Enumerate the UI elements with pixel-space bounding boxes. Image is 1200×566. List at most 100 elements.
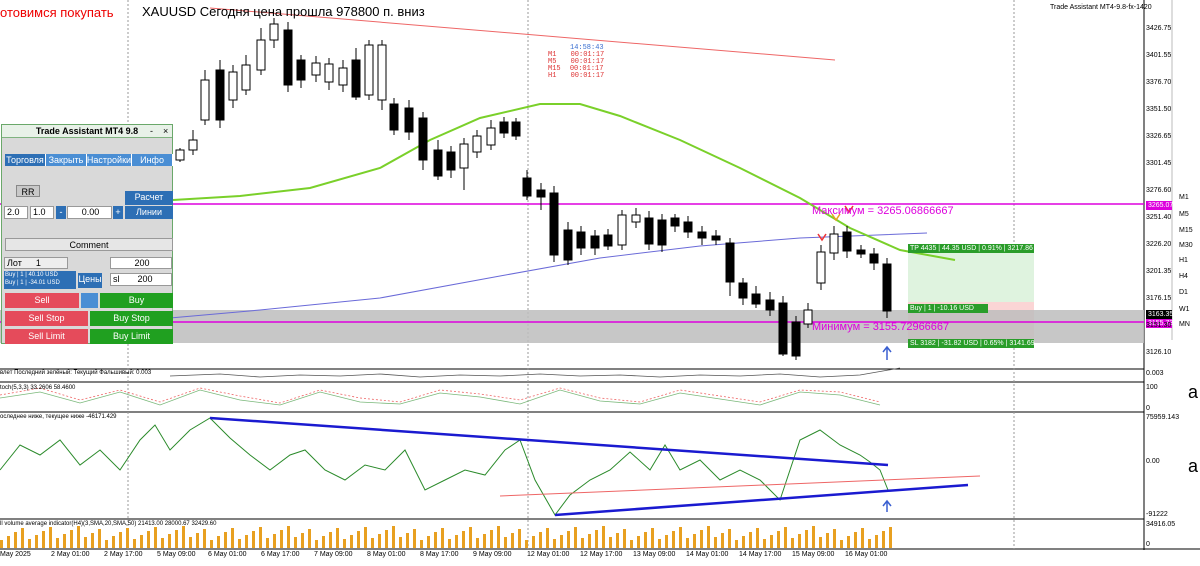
tab-trading[interactable]: Торговля [5,154,46,166]
timer-label: M5 [548,58,557,66]
volume-bar [742,536,745,548]
volume-bar [826,533,829,548]
tab-close[interactable]: Закрыть [45,154,87,166]
sell-button[interactable]: Sell [5,293,79,308]
price-tick: 3326.65 [1146,133,1172,140]
candle-body [389,103,399,131]
timer-label: M1 [548,51,557,59]
volume-bar [595,530,598,548]
candle-body [522,177,532,197]
sell-stop-button[interactable]: Sell Stop [5,311,88,326]
position-info-line: Buy | 1 | 40.10 USD [5,272,58,278]
prices-button[interactable]: Цены [78,273,102,288]
signal-text: отовимся покупать [0,5,114,20]
tab-settings[interactable]: Настройки [86,154,133,166]
lines-button[interactable]: Линии [125,206,173,219]
volume-bar [476,538,479,548]
timeframe-w1[interactable]: W1 [1179,306,1190,313]
lot-field[interactable]: Лот 1 [4,257,68,269]
comment-field[interactable]: Comment [5,238,173,251]
rr-button[interactable]: RR [16,185,40,197]
buy-button[interactable]: Buy [100,293,173,308]
volume-bar [259,527,262,548]
candle-body [657,219,667,246]
volume-bar [371,538,374,548]
tab-info[interactable]: Инфо [132,154,173,166]
stochastic-main-line [0,389,881,406]
timeframe-m1[interactable]: M1 [1179,194,1189,201]
lot-calc-button[interactable]: Расчет лота [125,191,173,215]
lot-amount-input[interactable]: 200 [110,257,172,269]
timer-now: 14:58:43 [570,44,604,52]
decrement-button[interactable]: - [56,206,66,219]
volume-bar [602,526,605,548]
volume-bar [721,533,724,548]
candle-body [377,44,387,101]
timer-value: 00:01:17 [569,65,604,73]
timer-block: 14:58:43 M1 00:01:17 M5 00:01:17 M15 00:… [548,45,604,80]
candle-body [338,67,348,86]
volume-bar [882,531,885,548]
volume-bar [126,528,129,548]
close-button[interactable]: × [163,126,169,136]
volume-bar [119,532,122,548]
candle-body [283,29,293,86]
timeframe-m30[interactable]: M30 [1179,242,1193,249]
rr-input[interactable]: 2.0 [4,206,28,219]
candle-body [644,217,654,245]
buy-position-label[interactable]: Buy | 1 | -10.16 USD [908,304,988,313]
timeframe-m5[interactable]: M5 [1179,211,1189,218]
volume-bar [868,539,871,548]
indicator-4-title: ll volume average indicator(H4)(3,SMA,20… [0,521,217,527]
lot-value: 1 [35,258,41,268]
offset-input[interactable]: 0.00 [67,206,112,219]
slow-ma-line [169,232,928,319]
down-arrow-icon [817,233,827,242]
volume-bar [700,530,703,548]
sell-limit-button[interactable]: Sell Limit [5,329,88,344]
price-tick: 3276.60 [1146,187,1172,194]
expert-label: Trade Assistant MT4-9.8-fx-1420 [1050,4,1152,11]
buy-limit-button[interactable]: Buy Limit [90,329,173,344]
volume-bar [84,537,87,548]
stochastic-signal-line [0,387,881,404]
candle-body [791,321,801,357]
indicator-1-title: влет Последний зелёный: Текущий Фальшивы… [0,370,152,376]
volume-bar [210,540,213,548]
timeframe-h4[interactable]: H4 [1179,273,1188,280]
volume-bar [413,529,416,548]
increment-button[interactable]: + [113,206,123,219]
buy-stop-button[interactable]: Buy Stop [90,311,173,326]
volume-bar [182,526,185,548]
volume-bar [35,535,38,548]
volume-tick-top: 34916.05 [1146,521,1176,528]
volume-bar [245,535,248,548]
volume-bar [266,538,269,548]
candle-body [200,79,210,121]
timeframe-h1[interactable]: H1 [1179,257,1188,264]
ratio-input[interactable]: 1.0 [30,206,54,219]
osc1-tick: 0.003 [1146,370,1164,377]
volume-bar [14,532,17,548]
osc3-tick-mid: 0.00 [1146,458,1160,465]
timeframe-mn[interactable]: MN [1179,321,1190,328]
time-tick: 6 May 17:00 [261,551,300,558]
volume-bar [644,532,647,548]
sl-label[interactable]: SL 3182 | -31.82 USD | 0.65% | 3141.69 [908,339,1035,348]
volume-bar [168,534,171,548]
minimize-button[interactable]: - [150,126,153,136]
candle-body [683,221,693,233]
indicator-3-title: оследнее ниже, текущее ниже -46171.429 [0,414,117,420]
timeframe-m15[interactable]: M15 [1179,227,1193,234]
volume-bar [847,536,850,548]
volume-bar [203,529,206,548]
panel-title: Trade Assistant MT4 9.8 [2,125,172,138]
timeframe-d1[interactable]: D1 [1179,289,1188,296]
tp-label[interactable]: TP 4435 | 44.35 USD | 0.91% | 3217.86 [908,244,1034,253]
candle-body [842,231,852,252]
volume-bar [98,529,101,548]
candle-body [631,214,641,223]
volume-bar [0,540,3,548]
sl-input[interactable]: sl 200 [110,273,172,286]
